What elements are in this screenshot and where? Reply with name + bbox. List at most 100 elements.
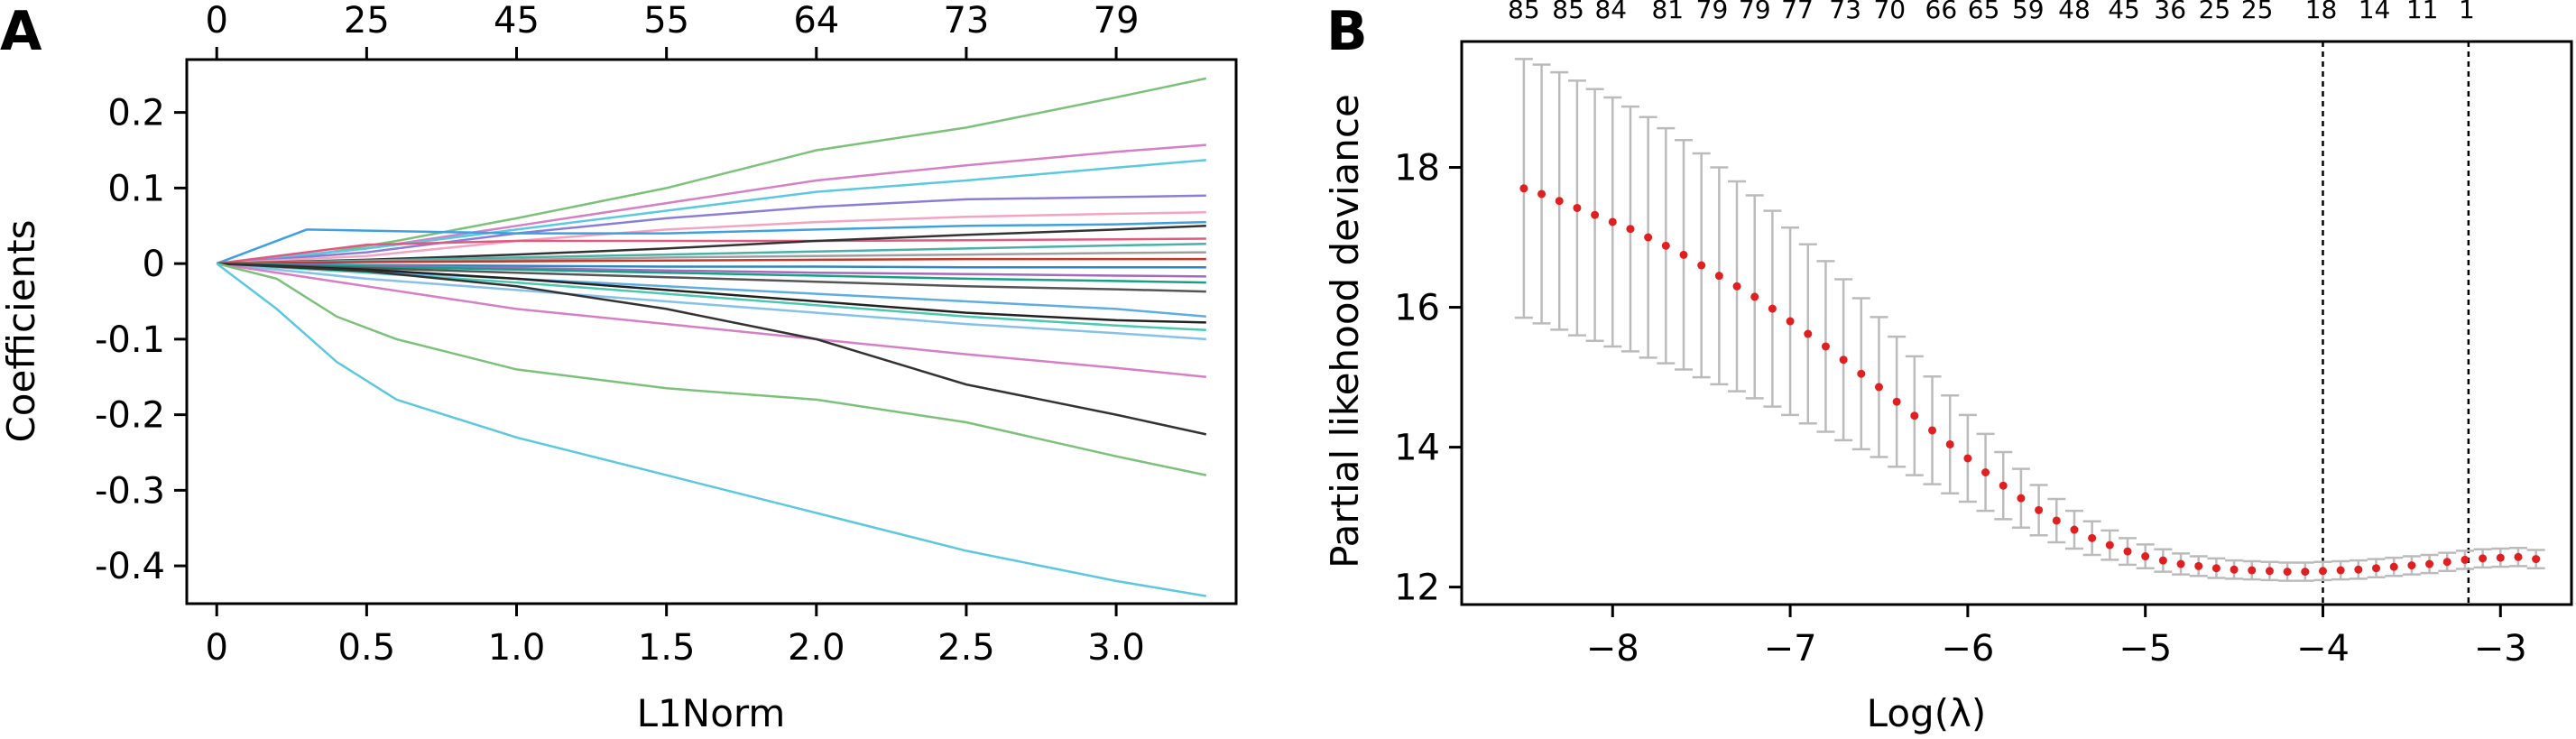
- deviance-point: [2283, 568, 2292, 577]
- deviance-point: [2017, 494, 2026, 503]
- top-tick-label: 73: [943, 0, 989, 42]
- x-tick-label: 1.5: [638, 627, 696, 669]
- y-tick-label: -0.3: [95, 470, 165, 512]
- top-count-label: 14: [2359, 0, 2391, 24]
- top-count-label: 48: [2058, 0, 2091, 24]
- deviance-point: [1945, 439, 1954, 448]
- panel-b-chart: −8 −7 −6 −5 −4 −3 12 14 16 18 85 85 84 81 79 79 77 73 70…: [1323, 0, 2573, 735]
- top-tick-label: 79: [1094, 0, 1140, 42]
- x-tick-label: 0.5: [338, 627, 396, 669]
- deviance-point: [1750, 292, 1759, 301]
- deviance-point: [2532, 555, 2541, 564]
- panel-a-letter: A: [0, 0, 42, 63]
- x-tick-label: 2.5: [937, 627, 995, 669]
- top-tick-label: 64: [793, 0, 839, 42]
- deviance-point: [2389, 562, 2398, 571]
- deviance-point: [1981, 467, 1990, 476]
- deviance-point: [1928, 426, 1937, 435]
- panel-a-chart: 0 0.5 1.0 1.5 2.0 2.5 3.0 -0.4 -0.3 -0.2 -0.1 0 0.1…: [0, 0, 1238, 735]
- top-count-label: 36: [2154, 0, 2186, 24]
- y-tick-label: 16: [1394, 288, 1440, 329]
- deviance-point: [1786, 317, 1795, 326]
- deviance-point: [1661, 241, 1670, 250]
- top-tick-label: 45: [494, 0, 540, 42]
- deviance-point: [2088, 533, 2097, 542]
- coefficient-path-21: [217, 262, 1207, 436]
- coefficient-path-8: [217, 225, 1206, 265]
- deviance-point: [2265, 567, 2274, 576]
- y-tick-label: -0.1: [95, 319, 165, 361]
- deviance-point: [2035, 505, 2044, 514]
- coefficient-path-23: [216, 263, 1207, 597]
- deviance-point: [2442, 558, 2451, 567]
- y-tick-label: 18: [1394, 148, 1440, 189]
- panel-a-y-axis-title: Coefficients: [0, 219, 43, 442]
- x-tick-label: −4: [2296, 628, 2350, 670]
- coefficient-path-20: [217, 262, 1206, 378]
- deviance-point: [1732, 282, 1741, 291]
- y-tick-label: 14: [1394, 428, 1440, 469]
- y-tick-label: 0.2: [107, 93, 165, 134]
- top-count-label: 65: [1968, 0, 2000, 24]
- x-tick-label: −7: [1764, 628, 1817, 670]
- top-count-label: 73: [1829, 0, 1861, 24]
- top-count-label: 81: [1651, 0, 1684, 24]
- y-tick-label: 0.1: [107, 168, 165, 209]
- y-tick-label: 0: [143, 244, 165, 285]
- deviance-point: [2194, 561, 2203, 570]
- deviance-point: [1644, 233, 1653, 242]
- x-tick-label: −6: [1941, 628, 1994, 670]
- deviance-point: [1892, 397, 1901, 406]
- deviance-point: [1804, 329, 1813, 338]
- y-tick-label: -0.4: [95, 546, 165, 587]
- deviance-point: [2479, 554, 2488, 563]
- deviance-point: [1874, 383, 1883, 392]
- coefficient-path-17: [217, 262, 1206, 324]
- coefficient-path-14: [217, 262, 1206, 284]
- deviance-point: [2354, 565, 2363, 574]
- top-count-label: 79: [1739, 0, 1771, 24]
- x-tick-label: −5: [2119, 628, 2172, 670]
- deviance-point: [2105, 540, 2114, 550]
- coefficient-path-22: [216, 262, 1207, 476]
- deviance-point: [1714, 272, 1723, 281]
- top-count-label: 66: [1925, 0, 1958, 24]
- deviance-point: [2230, 565, 2239, 574]
- top-count-label: 70: [1873, 0, 1906, 24]
- top-count-label: 25: [2199, 0, 2231, 24]
- coefficient-path-4: [217, 194, 1206, 265]
- deviance-point: [2070, 525, 2079, 534]
- x-tick-label: 3.0: [1087, 627, 1145, 669]
- deviance-point: [2211, 564, 2221, 573]
- deviance-point: [2407, 561, 2416, 570]
- x-tick-label: −8: [1586, 628, 1639, 670]
- x-tick-label: 0: [206, 627, 228, 669]
- coefficient-path-16: [217, 262, 1206, 319]
- top-count-label: 11: [2406, 0, 2439, 24]
- deviance-point: [2372, 564, 2381, 573]
- coefficient-path-3: [217, 159, 1206, 265]
- coefficient-path-6: [216, 220, 1206, 265]
- coefficient-path-11: [217, 257, 1206, 265]
- top-tick-label: 25: [344, 0, 390, 42]
- panel-a-plot-area: [185, 58, 1238, 605]
- deviance-point: [1519, 184, 1528, 193]
- deviance-point: [1608, 217, 1617, 226]
- panel-b-x-axis-title: Log(λ): [1867, 691, 1987, 735]
- top-count-label: 45: [2108, 0, 2140, 24]
- coefficient-path-15: [217, 262, 1206, 293]
- deviance-point: [1537, 189, 1547, 199]
- top-tick-label: 0: [206, 0, 228, 42]
- y-tick-label: 12: [1394, 568, 1440, 609]
- coefficient-path-7: [217, 237, 1206, 265]
- deviance-point: [1768, 304, 1777, 313]
- deviance-point: [2301, 568, 2310, 577]
- deviance-point: [1555, 197, 1564, 206]
- top-count-label: 85: [1552, 0, 1584, 24]
- deviance-point: [2052, 516, 2061, 525]
- deviance-point: [2123, 547, 2132, 556]
- top-count-label: 1: [2459, 0, 2475, 24]
- coefficient-path-5: [217, 210, 1206, 265]
- x-tick-label: 1.0: [488, 627, 546, 669]
